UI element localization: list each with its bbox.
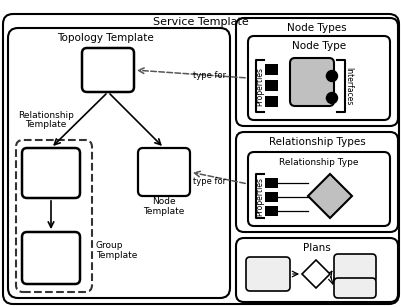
FancyBboxPatch shape xyxy=(333,254,375,282)
Bar xyxy=(264,96,277,107)
Text: Node: Node xyxy=(152,197,175,207)
Text: type for: type for xyxy=(193,177,226,185)
Text: Interfaces: Interfaces xyxy=(344,67,352,105)
Text: Relationship Type: Relationship Type xyxy=(279,157,358,166)
FancyBboxPatch shape xyxy=(235,18,397,126)
FancyBboxPatch shape xyxy=(289,58,333,106)
Polygon shape xyxy=(301,260,329,288)
Text: Relationship Types: Relationship Types xyxy=(268,137,365,147)
Text: Template: Template xyxy=(143,207,184,216)
FancyBboxPatch shape xyxy=(333,278,375,298)
Text: Plans: Plans xyxy=(302,243,330,253)
Text: Properties: Properties xyxy=(255,177,264,216)
Text: Topology Template: Topology Template xyxy=(57,33,153,43)
Bar xyxy=(264,192,277,202)
Text: Service Template: Service Template xyxy=(153,17,248,27)
Text: Properties: Properties xyxy=(255,67,264,106)
Polygon shape xyxy=(307,174,351,218)
FancyBboxPatch shape xyxy=(245,257,289,291)
FancyBboxPatch shape xyxy=(8,28,229,298)
Bar xyxy=(264,64,277,75)
FancyBboxPatch shape xyxy=(22,232,80,284)
FancyBboxPatch shape xyxy=(247,36,389,120)
Text: Group: Group xyxy=(96,242,123,251)
FancyBboxPatch shape xyxy=(82,48,134,92)
FancyBboxPatch shape xyxy=(3,14,398,304)
Bar xyxy=(264,206,277,216)
Text: Node Types: Node Types xyxy=(286,23,346,33)
Text: Template: Template xyxy=(96,251,137,261)
FancyBboxPatch shape xyxy=(235,238,397,302)
FancyBboxPatch shape xyxy=(235,132,397,232)
Text: type for: type for xyxy=(193,71,226,80)
FancyBboxPatch shape xyxy=(138,148,190,196)
Bar xyxy=(264,178,277,188)
FancyBboxPatch shape xyxy=(247,152,389,226)
Bar xyxy=(264,80,277,91)
Text: Node Type: Node Type xyxy=(291,41,345,51)
Circle shape xyxy=(326,92,337,103)
Text: Template: Template xyxy=(25,119,67,129)
Circle shape xyxy=(326,71,337,81)
Text: Relationship: Relationship xyxy=(18,111,74,119)
FancyBboxPatch shape xyxy=(22,148,80,198)
